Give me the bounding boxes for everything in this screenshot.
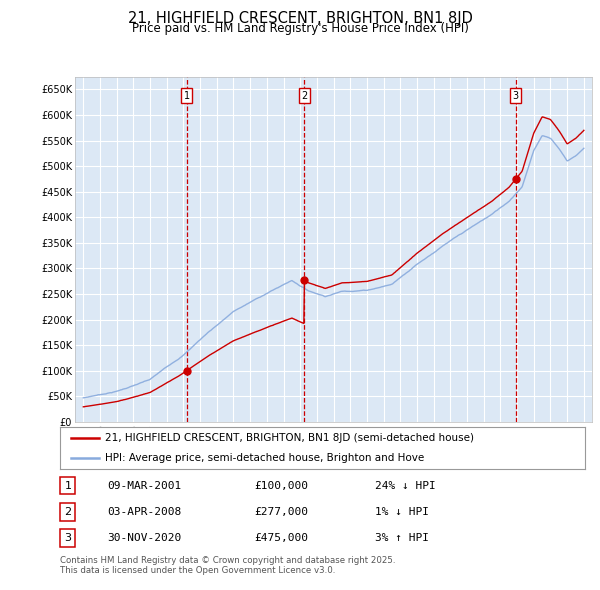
Text: 24% ↓ HPI: 24% ↓ HPI — [375, 480, 436, 490]
Text: 3: 3 — [513, 91, 519, 101]
Text: £100,000: £100,000 — [254, 480, 308, 490]
Text: 2: 2 — [64, 507, 71, 517]
Text: £475,000: £475,000 — [254, 533, 308, 543]
Text: 3% ↑ HPI: 3% ↑ HPI — [375, 533, 429, 543]
Text: 21, HIGHFIELD CRESCENT, BRIGHTON, BN1 8JD: 21, HIGHFIELD CRESCENT, BRIGHTON, BN1 8J… — [128, 11, 472, 25]
Text: 21, HIGHFIELD CRESCENT, BRIGHTON, BN1 8JD (semi-detached house): 21, HIGHFIELD CRESCENT, BRIGHTON, BN1 8J… — [104, 434, 473, 444]
Text: 3: 3 — [64, 533, 71, 543]
Text: 09-MAR-2001: 09-MAR-2001 — [107, 480, 182, 490]
Text: £277,000: £277,000 — [254, 507, 308, 517]
Text: 30-NOV-2020: 30-NOV-2020 — [107, 533, 182, 543]
Text: 1: 1 — [64, 480, 71, 490]
Text: 1% ↓ HPI: 1% ↓ HPI — [375, 507, 429, 517]
Text: 1: 1 — [184, 91, 190, 101]
Text: Price paid vs. HM Land Registry's House Price Index (HPI): Price paid vs. HM Land Registry's House … — [131, 22, 469, 35]
Text: 03-APR-2008: 03-APR-2008 — [107, 507, 182, 517]
Text: 2: 2 — [301, 91, 308, 101]
Text: Contains HM Land Registry data © Crown copyright and database right 2025.
This d: Contains HM Land Registry data © Crown c… — [60, 556, 395, 575]
Text: HPI: Average price, semi-detached house, Brighton and Hove: HPI: Average price, semi-detached house,… — [104, 454, 424, 463]
